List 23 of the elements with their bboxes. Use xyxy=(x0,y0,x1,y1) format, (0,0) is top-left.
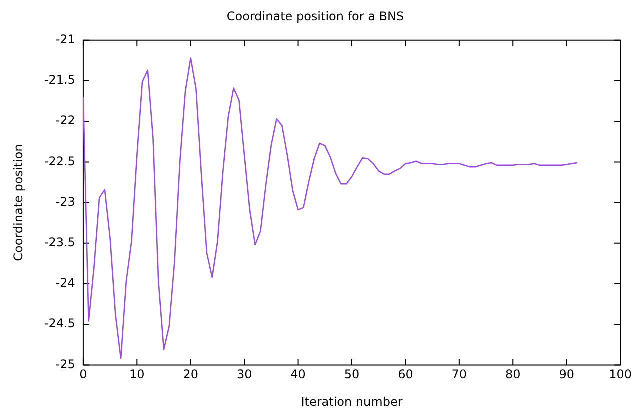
x-tick-label: 50 xyxy=(344,368,360,382)
y-tick-label: -21.5 xyxy=(44,73,76,88)
x-tick-label: 10 xyxy=(130,368,145,382)
y-tick-label: -22.5 xyxy=(44,154,76,168)
y-tick-label: -23.5 xyxy=(44,236,76,250)
y-tick-label: -22 xyxy=(56,114,76,128)
x-tick-label: 100 xyxy=(609,368,632,382)
x-tick-label: 90 xyxy=(559,368,574,382)
x-tick-label: 20 xyxy=(183,368,199,382)
y-tick-label: -24.5 xyxy=(44,316,76,331)
y-tick-label: -21 xyxy=(56,32,76,47)
y-tick-label: -24 xyxy=(56,276,76,290)
x-tick-label: 30 xyxy=(236,368,252,382)
x-axis-title: Iteration number xyxy=(301,394,403,409)
x-tick-label: 80 xyxy=(505,368,521,382)
chart-title: Coordinate position for a BNS xyxy=(226,9,404,24)
x-tick-label: 60 xyxy=(398,368,414,382)
x-tick-label: 70 xyxy=(452,368,468,382)
y-axis-title: Coordinate position xyxy=(11,144,26,262)
x-tick-label: 0 xyxy=(80,368,88,382)
y-tick-label: -23 xyxy=(56,194,76,209)
x-tick-label: 40 xyxy=(290,368,306,382)
y-tick-label: -25 xyxy=(56,357,76,372)
